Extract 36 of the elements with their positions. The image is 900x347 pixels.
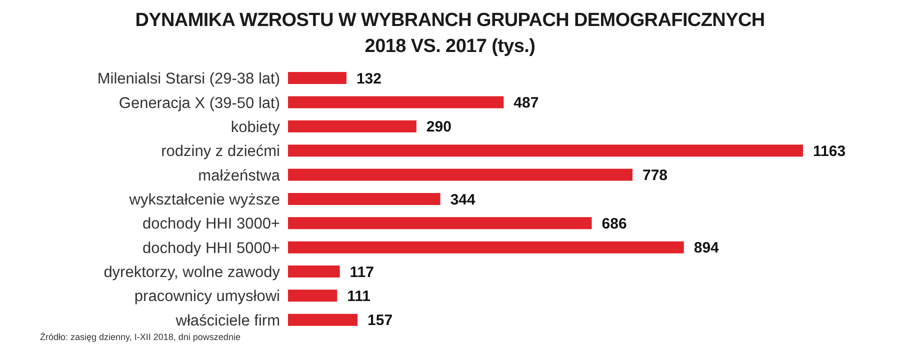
data-label: 778 [642,167,668,184]
y-tick-label: dochody HHI 3000+ [142,216,280,233]
text: Źródło: zasięg dzienny, I-XII 2018, dni powszednie [40,332,242,342]
bar [288,217,592,230]
bar [288,241,684,254]
y-tick-label: wykształcenie wyższe [128,192,280,209]
data-label: 1163 [813,142,846,160]
bar [288,120,416,132]
y-tick-label: właściciele firm [174,312,280,330]
data-label: 686 [602,215,627,232]
y-tick-label: małżeństwa [198,167,280,184]
data-label: 111 [347,288,371,306]
y-tick-label: pracownicy umysłowi [134,288,280,306]
bar [288,192,440,205]
data-label: 344 [450,191,476,208]
y-tick-label: dochody HHI 5000+ [142,240,280,257]
bar [288,314,358,326]
bar [288,144,803,157]
data-label: 894 [694,240,720,257]
data-label: 157 [368,312,393,330]
chart-title: DYNAMIKA WZROSTU W WYBRANCH GRUPACH DEMOGRAFICZNYCH [134,9,766,33]
bar [288,168,633,181]
data-label: 290 [426,118,452,136]
y-tick-label: Generacja X (39-50 lat) [118,94,280,112]
y-tick-label: rodziny z dziećmi [161,143,280,160]
data-label: 132 [356,70,382,88]
y-tick-label: dyrektorzy, wolne zawody [104,264,280,282]
y-tick-label: kobiety [230,118,280,136]
chart-subtitle: 2018 VS. 2017 (tys.) [364,35,536,59]
bar [288,96,504,108]
bar [288,72,346,84]
data-label: 117 [350,264,374,281]
y-tick-label: Milenialsi Starsi (29-38 lat) [97,70,280,88]
data-label: 487 [514,94,539,112]
bar [288,290,338,302]
bar [288,266,340,278]
